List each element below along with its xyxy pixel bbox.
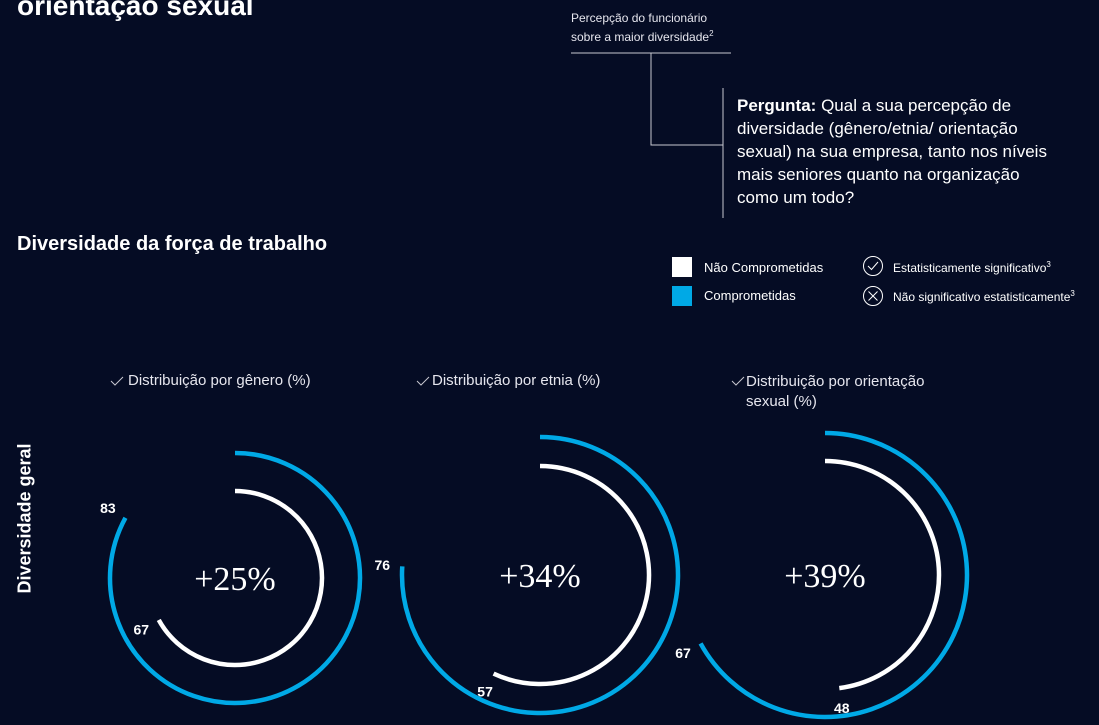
- chart-title: Distribuição por etnia (%): [432, 372, 601, 389]
- arc: [698, 430, 970, 720]
- arc: [107, 450, 363, 706]
- legend-icons: [863, 256, 883, 306]
- legend-swatch: [672, 286, 692, 306]
- arc: [399, 434, 681, 716]
- legend-note: Estatisticamente significativo3: [893, 260, 1051, 275]
- center-label: +25%: [194, 561, 276, 598]
- value-label: 67: [133, 622, 149, 638]
- value-label: 76: [375, 557, 391, 573]
- legend-label: Não Comprometidas: [704, 260, 824, 275]
- question-label: Pergunta:: [737, 96, 817, 115]
- title-checks: [110, 376, 745, 386]
- question: Pergunta: Qual a sua percepção de divers…: [737, 94, 1057, 209]
- question-text: Qual a sua percepção de diversidade (gên…: [737, 96, 1047, 207]
- value-label: 57: [477, 684, 493, 700]
- section-title: Diversidade da força de trabalho: [17, 233, 328, 255]
- connector: [571, 52, 731, 218]
- value-label: 67: [675, 645, 691, 661]
- arc: [824, 458, 942, 691]
- arc: [492, 463, 652, 687]
- annotation-label: Percepção do funcionário sobre a maior d…: [571, 10, 714, 45]
- header-title: orientação sexual: [17, 0, 254, 21]
- footnote: 3: [1046, 260, 1051, 269]
- legend-note: Não significativo estatisticamente3: [893, 289, 1075, 304]
- footnote: 3: [1070, 289, 1075, 298]
- legend-swatch: [672, 257, 692, 277]
- annotation-line: sobre a maior diversidade: [571, 30, 710, 44]
- annotation-line: Percepção do funcionário: [571, 11, 708, 25]
- center-label: +39%: [784, 558, 866, 595]
- footnote: 2: [709, 29, 714, 38]
- value-label: 48: [834, 700, 850, 716]
- chart-title: Distribuição por orientação sexual (%): [746, 373, 925, 410]
- legend-note-text: Estatisticamente significativo: [893, 261, 1047, 275]
- chart-title: Distribuição por gênero (%): [128, 372, 311, 389]
- value-label: 83: [100, 500, 116, 516]
- legend-note-text: Não significativo estatisticamente: [893, 290, 1071, 304]
- arc: [156, 488, 325, 668]
- legend-label: Comprometidas: [704, 288, 796, 303]
- center-label: +34%: [499, 558, 581, 595]
